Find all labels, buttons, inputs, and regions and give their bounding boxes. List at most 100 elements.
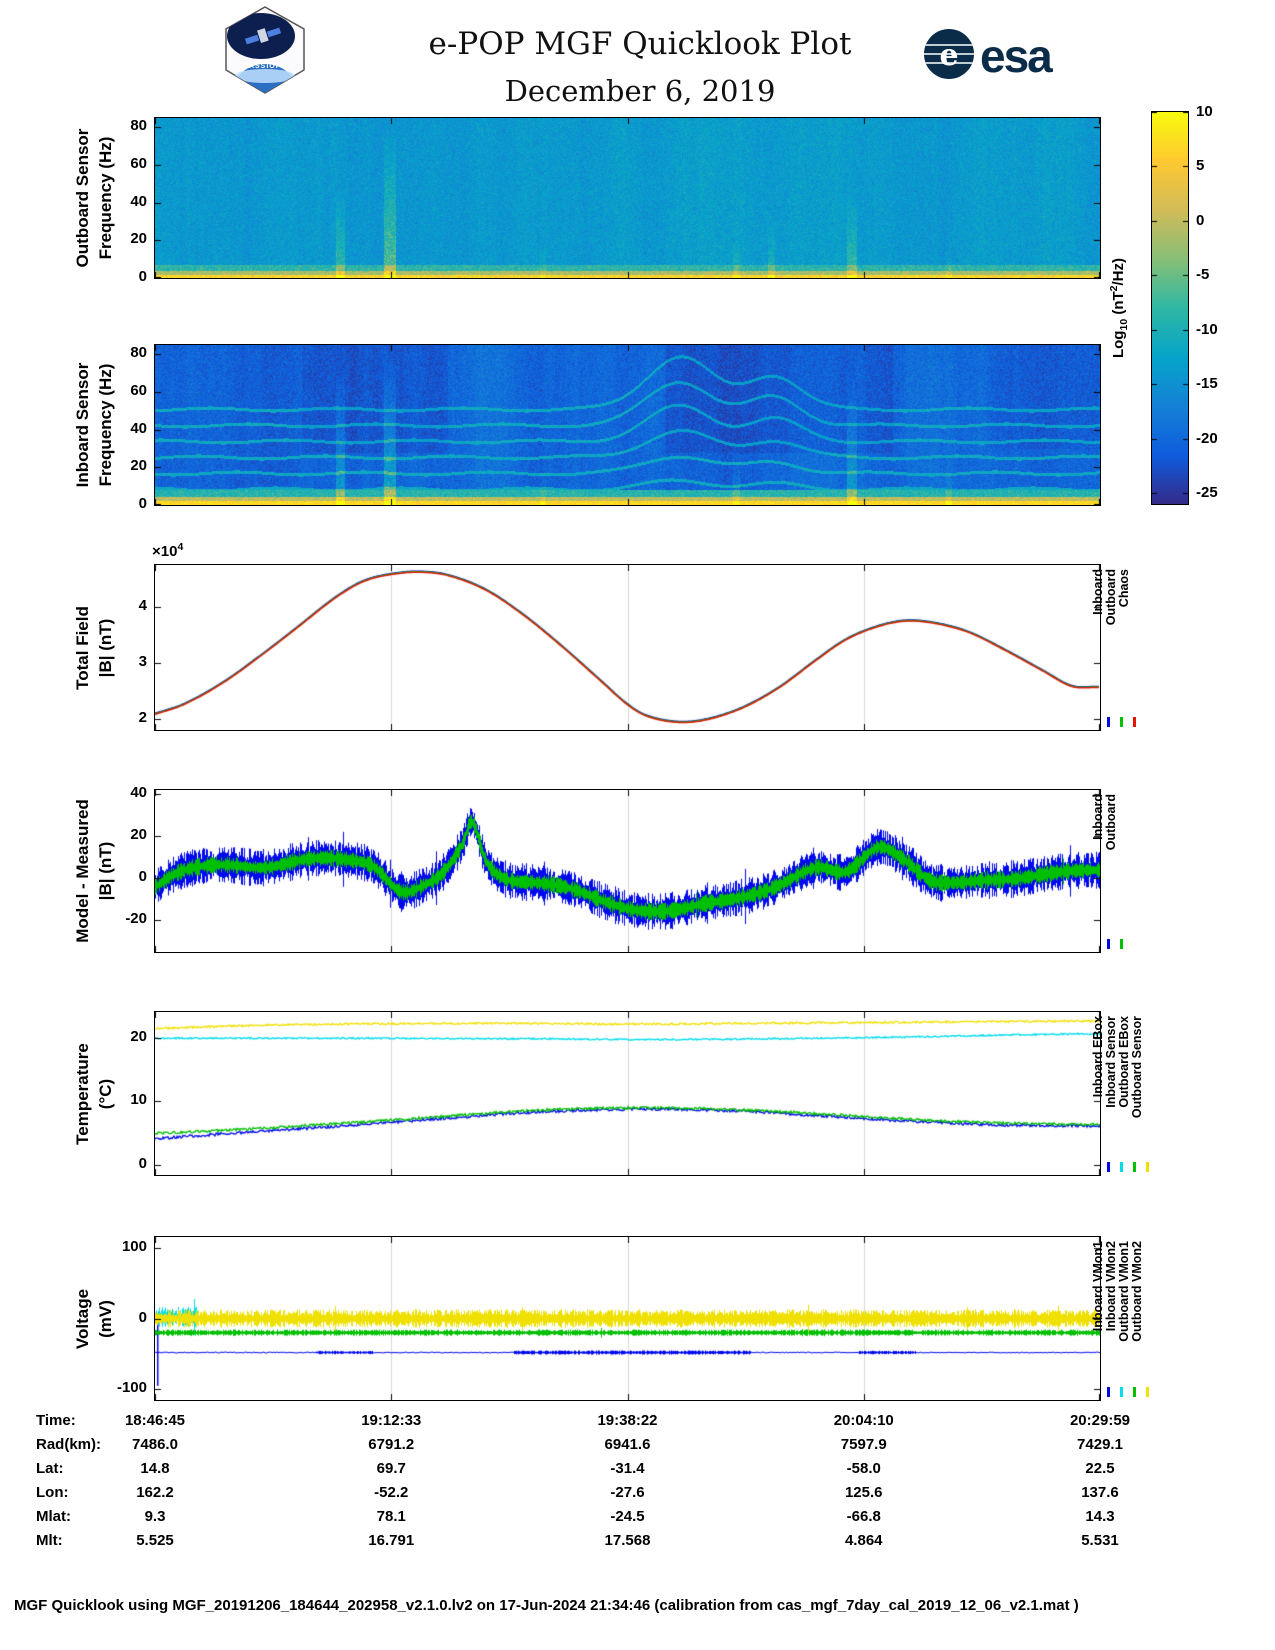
cassiope-mission-patch: CASSIOPE — [221, 6, 309, 99]
y-tick-label: 100 — [121, 1237, 147, 1255]
table-cell: 7486.0 — [132, 1436, 178, 1453]
esa-wordmark: esa — [980, 30, 1053, 82]
table-cell: 5.531 — [1081, 1532, 1119, 1549]
colorbar-tick-label: 0 — [1196, 211, 1205, 229]
table-cell: 5.525 — [136, 1532, 174, 1549]
table-cell: -31.4 — [610, 1460, 645, 1477]
table-cell: 19:38:22 — [597, 1412, 658, 1429]
table-cell: 19:12:33 — [361, 1412, 422, 1429]
page-title: e-POP MGF Quicklook Plot — [428, 26, 852, 62]
y-tick-label: 40 — [130, 192, 147, 210]
legend-color-dash — [1107, 939, 1110, 949]
legend-label: Inboard VMon2 — [1104, 1241, 1118, 1332]
legend-color-dash — [1146, 1162, 1149, 1172]
legend-label: Outboard VMon1 — [1117, 1241, 1131, 1342]
legend-color-dash — [1146, 1387, 1149, 1397]
esa-logo: e esa — [922, 24, 1067, 89]
legend-color-dash — [1133, 717, 1136, 727]
legend-label: Outboard — [1104, 569, 1118, 626]
table-cell: -24.5 — [610, 1508, 645, 1525]
legend-color-dash — [1120, 717, 1123, 727]
table-cell: 6791.2 — [368, 1436, 415, 1453]
y-tick-label: 80 — [130, 344, 147, 362]
legend-label: Outboard — [1104, 794, 1118, 851]
table-cell: 16.791 — [368, 1532, 415, 1549]
y-tick-label: 0 — [138, 1308, 147, 1326]
colorbar-tick-label: 10 — [1196, 103, 1213, 120]
legend-label: Inboard — [1091, 569, 1105, 615]
legend-label: Outboard EBox — [1117, 1016, 1131, 1108]
table-cell: 7429.1 — [1077, 1436, 1123, 1453]
y-tick-label: -20 — [125, 910, 147, 928]
y-axis-label: |B| (nT) — [96, 618, 115, 677]
legend-label: Inboard Sensor — [1104, 1016, 1118, 1108]
table-cell: -66.8 — [846, 1508, 881, 1525]
legend-color-dash — [1133, 1387, 1136, 1397]
footer-provenance-text: MGF Quicklook using MGF_20191206_184644_… — [14, 1597, 1079, 1614]
table-row-label: Lat: — [36, 1460, 64, 1477]
colorbar-tick-label: -5 — [1196, 266, 1210, 284]
table-cell: 14.8 — [140, 1460, 170, 1477]
colorbar-tick-label: -10 — [1196, 320, 1218, 338]
legend-color-dash — [1107, 1162, 1110, 1172]
table-cell: 7597.9 — [840, 1436, 887, 1453]
model-minus-measured-plot — [154, 789, 1101, 953]
table-cell: 22.5 — [1085, 1460, 1115, 1477]
y-tick-label: 40 — [130, 784, 147, 802]
inboard-spectrogram-plot — [154, 344, 1101, 506]
esa-globe-stripes — [924, 44, 974, 64]
y-tick-label: 60 — [130, 155, 147, 173]
table-row-label: Lon: — [36, 1484, 69, 1501]
table-cell: 9.3 — [144, 1508, 166, 1525]
table-cell: -27.6 — [610, 1484, 645, 1501]
colorbar-tick-label: 5 — [1196, 157, 1205, 175]
y-tick-label: 0 — [138, 1155, 147, 1173]
table-row-label: Mlt: — [36, 1532, 63, 1549]
page-date: December 6, 2019 — [504, 74, 776, 108]
y-axis-exponent: ×104 — [152, 541, 184, 560]
legend-label: Chaos — [1117, 569, 1131, 608]
y-axis-label: Total Field — [73, 605, 92, 690]
y-tick-label: 20 — [130, 826, 147, 844]
colorbar-tick-label: -15 — [1196, 375, 1218, 393]
y-tick-label: 0 — [138, 868, 147, 886]
table-cell: -52.2 — [374, 1484, 409, 1501]
patch-earth-glow — [235, 69, 295, 83]
y-tick-label: 4 — [138, 596, 147, 614]
y-tick-label: 2 — [138, 708, 147, 726]
satellite-icon — [244, 27, 282, 45]
patch-earth-icon — [229, 64, 301, 93]
colorbar-tick-label: -20 — [1196, 429, 1218, 447]
y-tick-label: 80 — [130, 117, 147, 135]
esa-globe-letter: e — [939, 38, 958, 73]
legend-label: Inboard — [1091, 794, 1105, 840]
legend-color-dash — [1120, 1162, 1123, 1172]
y-tick-label: 10 — [130, 1091, 147, 1109]
y-tick-label: 0 — [138, 268, 147, 285]
legend-label: Inboard VMon1 — [1091, 1241, 1105, 1332]
legend-color-dash — [1107, 717, 1110, 727]
y-tick-label: 20 — [130, 230, 147, 248]
colorbar-axis-label: Log10 (nT2/Hz) — [1108, 257, 1130, 359]
y-tick-label: 20 — [130, 457, 147, 475]
y-tick-label: -100 — [116, 1379, 147, 1397]
colorbar — [1151, 111, 1189, 505]
table-cell: 17.568 — [604, 1532, 651, 1549]
table-cell: 6941.6 — [604, 1436, 651, 1453]
table-cell: 18:46:45 — [124, 1412, 186, 1429]
table-row-label: Mlat: — [36, 1508, 71, 1525]
colorbar-tick-label: -25 — [1196, 484, 1218, 502]
table-row-label: Rad(km): — [36, 1436, 102, 1453]
table-cell: 20:04:10 — [833, 1412, 894, 1429]
table-cell: 14.3 — [1085, 1508, 1115, 1525]
legend-label: Outboard Sensor — [1130, 1016, 1144, 1119]
legend-color-dash — [1133, 1162, 1136, 1172]
outboard-spectrogram-plot — [154, 117, 1101, 279]
legend-color-dash — [1120, 939, 1123, 949]
y-tick-label: 60 — [130, 382, 147, 400]
cassiope-patch-graphic: CASSIOPE — [225, 6, 305, 94]
table-cell: 162.2 — [136, 1484, 174, 1501]
y-tick-label: 0 — [138, 495, 147, 512]
y-tick-label: 40 — [130, 419, 147, 437]
